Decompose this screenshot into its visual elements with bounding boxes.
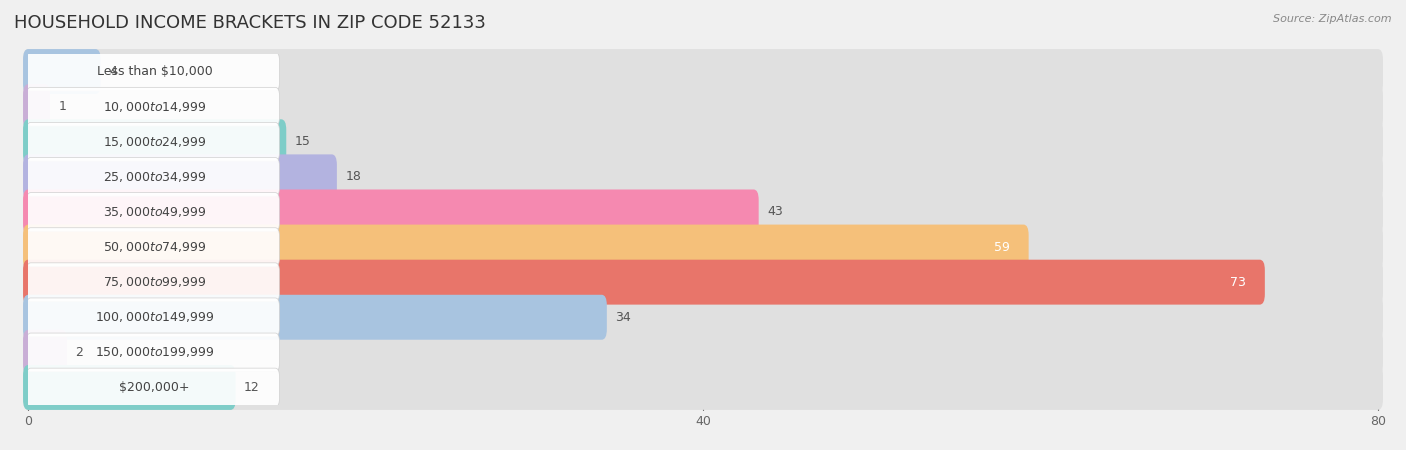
Text: $200,000+: $200,000+	[120, 381, 190, 394]
Text: 18: 18	[346, 171, 361, 183]
FancyBboxPatch shape	[27, 158, 280, 196]
Text: Less than $10,000: Less than $10,000	[97, 65, 212, 78]
Bar	[28, 300, 1378, 335]
Text: 2: 2	[76, 346, 83, 359]
Text: 4: 4	[110, 65, 117, 78]
FancyBboxPatch shape	[22, 225, 1029, 270]
Text: 73: 73	[1230, 276, 1246, 288]
FancyBboxPatch shape	[22, 260, 1384, 305]
FancyBboxPatch shape	[22, 365, 236, 410]
Text: 34: 34	[616, 311, 631, 324]
Text: Source: ZipAtlas.com: Source: ZipAtlas.com	[1274, 14, 1392, 23]
Text: $75,000 to $99,999: $75,000 to $99,999	[103, 275, 207, 289]
FancyBboxPatch shape	[22, 225, 1384, 270]
Text: 15: 15	[295, 135, 311, 148]
FancyBboxPatch shape	[27, 228, 280, 266]
FancyBboxPatch shape	[22, 154, 337, 199]
FancyBboxPatch shape	[27, 263, 280, 302]
Text: $25,000 to $34,999: $25,000 to $34,999	[103, 170, 207, 184]
Text: 12: 12	[245, 381, 260, 394]
FancyBboxPatch shape	[22, 189, 1384, 234]
Bar	[28, 159, 1378, 194]
Text: $100,000 to $149,999: $100,000 to $149,999	[96, 310, 214, 324]
Bar	[28, 89, 1378, 124]
FancyBboxPatch shape	[22, 84, 1384, 129]
FancyBboxPatch shape	[22, 260, 1265, 305]
Bar	[28, 265, 1378, 300]
FancyBboxPatch shape	[27, 193, 280, 231]
FancyBboxPatch shape	[22, 365, 1384, 410]
FancyBboxPatch shape	[22, 119, 1384, 164]
Text: 43: 43	[768, 206, 783, 218]
Bar	[28, 54, 1378, 89]
FancyBboxPatch shape	[22, 295, 1384, 340]
Text: $15,000 to $24,999: $15,000 to $24,999	[103, 135, 207, 149]
Text: $150,000 to $199,999: $150,000 to $199,999	[96, 345, 214, 360]
Bar	[28, 124, 1378, 159]
Text: $50,000 to $74,999: $50,000 to $74,999	[103, 240, 207, 254]
FancyBboxPatch shape	[27, 87, 280, 126]
Text: HOUSEHOLD INCOME BRACKETS IN ZIP CODE 52133: HOUSEHOLD INCOME BRACKETS IN ZIP CODE 52…	[14, 14, 486, 32]
FancyBboxPatch shape	[22, 330, 1384, 375]
FancyBboxPatch shape	[22, 49, 1384, 94]
Bar	[28, 370, 1378, 405]
FancyBboxPatch shape	[22, 330, 67, 375]
FancyBboxPatch shape	[27, 298, 280, 337]
FancyBboxPatch shape	[27, 368, 280, 407]
Text: 59: 59	[994, 241, 1010, 253]
Text: $35,000 to $49,999: $35,000 to $49,999	[103, 205, 207, 219]
Text: 1: 1	[59, 100, 66, 113]
FancyBboxPatch shape	[22, 154, 1384, 199]
FancyBboxPatch shape	[22, 295, 607, 340]
FancyBboxPatch shape	[27, 52, 280, 91]
Text: $10,000 to $14,999: $10,000 to $14,999	[103, 99, 207, 114]
FancyBboxPatch shape	[27, 122, 280, 161]
FancyBboxPatch shape	[22, 49, 101, 94]
FancyBboxPatch shape	[22, 119, 287, 164]
Bar	[28, 335, 1378, 370]
FancyBboxPatch shape	[22, 84, 51, 129]
FancyBboxPatch shape	[22, 189, 759, 234]
Bar	[28, 230, 1378, 265]
Bar	[28, 194, 1378, 230]
FancyBboxPatch shape	[27, 333, 280, 372]
